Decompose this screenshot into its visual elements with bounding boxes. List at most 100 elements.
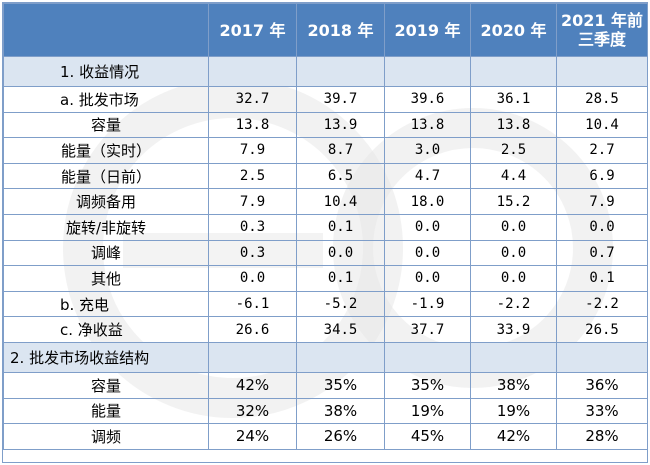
table-cell: 18.0	[384, 188, 471, 215]
table-cell: -5.2	[296, 290, 385, 318]
table-cell: 4.4	[470, 162, 557, 190]
revenue-table: 2017 年 2018 年 2019 年 2020 年 2021 年前 三季度 …	[3, 3, 647, 450]
column-header-line: 2021 年前	[560, 11, 644, 30]
row-label: c. 净收益	[3, 316, 209, 343]
table-cell: 28%	[556, 423, 647, 450]
table-row: 其他 0.0 0.1 0.0 0.0 0.1	[3, 265, 647, 292]
row-label: 旋转/非旋转	[3, 213, 209, 241]
table-cell: 32.7	[208, 86, 297, 113]
table-cell: 4.7	[384, 162, 471, 190]
table-cell: 7.9	[208, 137, 297, 164]
row-label: 调频	[3, 423, 209, 450]
table-cell: 7.9	[556, 188, 647, 215]
table-cell: 8.7	[296, 137, 385, 164]
table-cell: 28.5	[556, 86, 647, 113]
section-title: 1. 收益情况	[3, 56, 209, 87]
table-cell: 19%	[470, 397, 557, 425]
table-row: 旋转/非旋转 0.3 0.1 0.0 0.0 0.0	[3, 213, 647, 241]
table-cell: 0.0	[556, 213, 647, 241]
table-cell: 34.5	[296, 316, 385, 343]
column-header: 2017 年	[208, 3, 297, 57]
table-cell: 10.4	[296, 188, 385, 215]
table-cell: 0.0	[384, 265, 471, 292]
row-label: b. 充电	[3, 290, 209, 318]
table-cell: 0.7	[556, 239, 647, 267]
table-cell: 39.6	[384, 86, 471, 113]
table-cell: 10.4	[556, 111, 647, 139]
table-cell: 37.7	[384, 316, 471, 343]
table-cell: 32%	[208, 397, 297, 425]
table-cell: 3.0	[384, 137, 471, 164]
table-cell: 26.5	[556, 316, 647, 343]
section-title: 2. 批发市场收益结构	[3, 341, 209, 373]
table-cell: 39.7	[296, 86, 385, 113]
section-row: 1. 收益情况	[3, 56, 647, 87]
row-label: 能量（日前）	[3, 162, 209, 190]
table-cell: 15.2	[470, 188, 557, 215]
table-cell: 26.6	[208, 316, 297, 343]
column-header: 2021 年前 三季度	[556, 3, 647, 57]
table-row: 调频 24% 26% 45% 42% 28%	[3, 423, 647, 450]
table-cell: 0.0	[208, 265, 297, 292]
table-row: 能量 32% 38% 19% 19% 33%	[3, 397, 647, 425]
table-cell: 13.8	[470, 111, 557, 139]
table-cell: 42%	[470, 423, 557, 450]
header-row: 2017 年 2018 年 2019 年 2020 年 2021 年前 三季度	[3, 3, 647, 57]
table-cell: 0.0	[470, 239, 557, 267]
row-label: 容量	[3, 371, 209, 399]
table-cell: 24%	[208, 423, 297, 450]
table-row: 调频备用 7.9 10.4 18.0 15.2 7.9	[3, 188, 647, 215]
table-cell: 45%	[384, 423, 471, 450]
row-label: 能量（实时）	[3, 137, 209, 164]
table-cell: 2.5	[470, 137, 557, 164]
table-cell: 0.0	[470, 213, 557, 241]
row-label: 能量	[3, 397, 209, 425]
table-cell: 6.5	[296, 162, 385, 190]
table-row: 容量 42% 35% 35% 38% 36%	[3, 371, 647, 399]
table-cell: -1.9	[384, 290, 471, 318]
column-header-line: 三季度	[577, 30, 626, 49]
table-cell: 0.1	[296, 265, 385, 292]
section-row: 2. 批发市场收益结构	[3, 341, 647, 373]
table-cell: 33.9	[470, 316, 557, 343]
table-cell: 13.8	[208, 111, 297, 139]
table-cell: 0.1	[556, 265, 647, 292]
table-cell: 0.3	[208, 213, 297, 241]
table-cell: -2.2	[556, 290, 647, 318]
row-label: 容量	[3, 111, 209, 139]
table-row: 调峰 0.3 0.0 0.0 0.0 0.7	[3, 239, 647, 267]
row-label: 调峰	[3, 239, 209, 267]
table-cell: 0.0	[384, 239, 471, 267]
table-cell: 26%	[296, 423, 385, 450]
table-cell: 13.8	[384, 111, 471, 139]
row-label: 其他	[3, 265, 209, 292]
row-label: a. 批发市场	[3, 86, 209, 113]
table-cell: -2.2	[470, 290, 557, 318]
row-label: 调频备用	[3, 188, 209, 215]
table-cell: 38%	[296, 397, 385, 425]
table-cell: 36.1	[470, 86, 557, 113]
table-cell: 19%	[384, 397, 471, 425]
table-cell: 13.9	[296, 111, 385, 139]
table-row: 容量 13.8 13.9 13.8 13.8 10.4	[3, 111, 647, 139]
table-cell: 0.0	[470, 265, 557, 292]
table-row: c. 净收益 26.6 34.5 37.7 33.9 26.5	[3, 316, 647, 343]
table-cell: 35%	[384, 371, 471, 399]
table-row: b. 充电 -6.1 -5.2 -1.9 -2.2 -2.2	[3, 290, 647, 318]
table-cell: 6.9	[556, 162, 647, 190]
column-header: 2019 年	[384, 3, 471, 57]
table-cell: 38%	[470, 371, 557, 399]
column-header: 2018 年	[296, 3, 385, 57]
table-cell: 2.7	[556, 137, 647, 164]
table-row: 能量（实时） 7.9 8.7 3.0 2.5 2.7	[3, 137, 647, 164]
table-cell: 7.9	[208, 188, 297, 215]
column-header: 2020 年	[470, 3, 557, 57]
header-corner	[3, 3, 209, 57]
table-row: a. 批发市场 32.7 39.7 39.6 36.1 28.5	[3, 86, 647, 113]
table-cell: 0.0	[296, 239, 385, 267]
table-cell: 0.1	[296, 213, 385, 241]
table-cell: 42%	[208, 371, 297, 399]
table-cell: -6.1	[208, 290, 297, 318]
table-cell: 0.0	[384, 213, 471, 241]
